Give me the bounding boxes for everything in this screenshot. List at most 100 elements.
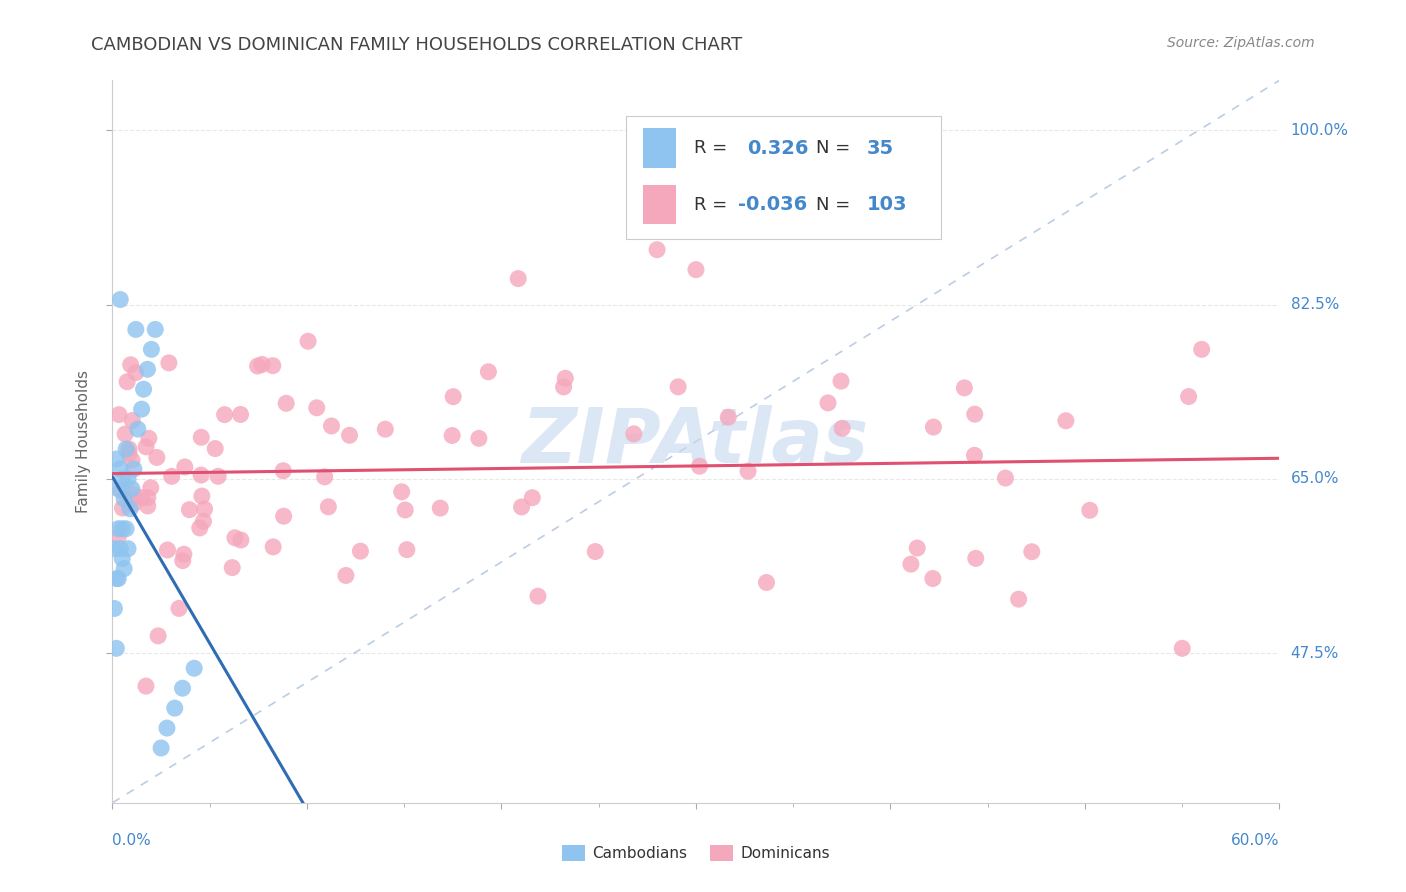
Point <box>817 396 839 410</box>
Point <box>163 701 186 715</box>
Point <box>143 322 166 336</box>
Point <box>204 442 226 456</box>
Point <box>156 543 179 558</box>
Point <box>645 243 668 257</box>
Point <box>110 483 132 498</box>
Point <box>305 401 328 415</box>
Point <box>900 557 922 571</box>
Point <box>167 601 190 615</box>
Point <box>111 522 134 536</box>
Point <box>118 501 141 516</box>
Point <box>125 322 148 336</box>
Point <box>339 428 361 442</box>
Point <box>125 366 148 380</box>
Point <box>921 572 943 586</box>
Point <box>276 396 298 410</box>
Point <box>394 503 416 517</box>
Point <box>522 491 544 505</box>
Point <box>136 362 159 376</box>
Point <box>321 419 343 434</box>
Point <box>117 541 139 556</box>
Point <box>146 629 169 643</box>
Point <box>922 420 945 434</box>
Point <box>122 462 145 476</box>
Point <box>250 358 273 372</box>
Point <box>905 541 928 555</box>
Point <box>156 721 179 735</box>
Legend: Cambodians, Dominicans: Cambodians, Dominicans <box>555 839 837 867</box>
Point <box>965 551 987 566</box>
Point <box>110 541 132 556</box>
Point <box>173 459 195 474</box>
Point <box>262 359 284 373</box>
Point <box>172 681 194 696</box>
Point <box>157 356 180 370</box>
Point <box>229 408 252 422</box>
Point <box>111 472 134 486</box>
Point <box>105 572 128 586</box>
Point <box>121 491 143 506</box>
Point <box>229 533 252 547</box>
Text: Source: ZipAtlas.com: Source: ZipAtlas.com <box>1167 36 1315 50</box>
Point <box>107 572 129 586</box>
Point <box>391 484 413 499</box>
Point <box>246 359 269 373</box>
Point <box>441 390 464 404</box>
Text: 82.5%: 82.5% <box>1291 297 1339 312</box>
Point <box>135 440 157 454</box>
Point <box>527 589 550 603</box>
Point <box>183 661 205 675</box>
Point <box>121 413 143 427</box>
Point <box>115 522 138 536</box>
Point <box>110 293 132 307</box>
Y-axis label: Family Households: Family Households <box>76 370 91 513</box>
Point <box>214 408 236 422</box>
Point <box>188 521 211 535</box>
Point <box>510 500 533 514</box>
Point <box>273 509 295 524</box>
Point <box>191 489 214 503</box>
Point <box>335 568 357 582</box>
Point <box>689 459 711 474</box>
Point <box>717 410 740 425</box>
Point <box>105 452 128 467</box>
Point <box>318 500 340 514</box>
Point <box>297 334 319 349</box>
Text: N =: N = <box>815 195 856 213</box>
Point <box>1054 414 1077 428</box>
Point <box>110 462 132 476</box>
Point <box>112 561 135 575</box>
Point <box>1177 390 1199 404</box>
Point <box>103 541 125 556</box>
Point <box>131 402 153 417</box>
Text: ZIPAtlas: ZIPAtlas <box>522 405 870 478</box>
Text: 0.326: 0.326 <box>748 138 808 158</box>
Point <box>429 501 451 516</box>
Point <box>477 365 499 379</box>
Point <box>685 262 707 277</box>
Point <box>395 542 418 557</box>
Point <box>994 471 1017 485</box>
Point <box>830 374 852 388</box>
Point <box>107 482 129 496</box>
Point <box>374 422 396 436</box>
Point <box>1021 545 1043 559</box>
Point <box>127 422 149 436</box>
Text: 47.5%: 47.5% <box>1291 646 1339 661</box>
Text: 65.0%: 65.0% <box>1291 471 1339 486</box>
Point <box>105 641 128 656</box>
FancyBboxPatch shape <box>644 185 676 225</box>
Point <box>831 421 853 435</box>
Point <box>314 470 336 484</box>
Point <box>117 472 139 486</box>
Point <box>138 431 160 445</box>
Point <box>122 488 145 502</box>
Text: N =: N = <box>815 139 856 157</box>
Point <box>755 575 778 590</box>
Point <box>107 522 129 536</box>
Point <box>224 531 246 545</box>
Point <box>1007 592 1029 607</box>
Point <box>468 431 491 445</box>
Text: 35: 35 <box>866 138 893 158</box>
Point <box>111 501 134 516</box>
